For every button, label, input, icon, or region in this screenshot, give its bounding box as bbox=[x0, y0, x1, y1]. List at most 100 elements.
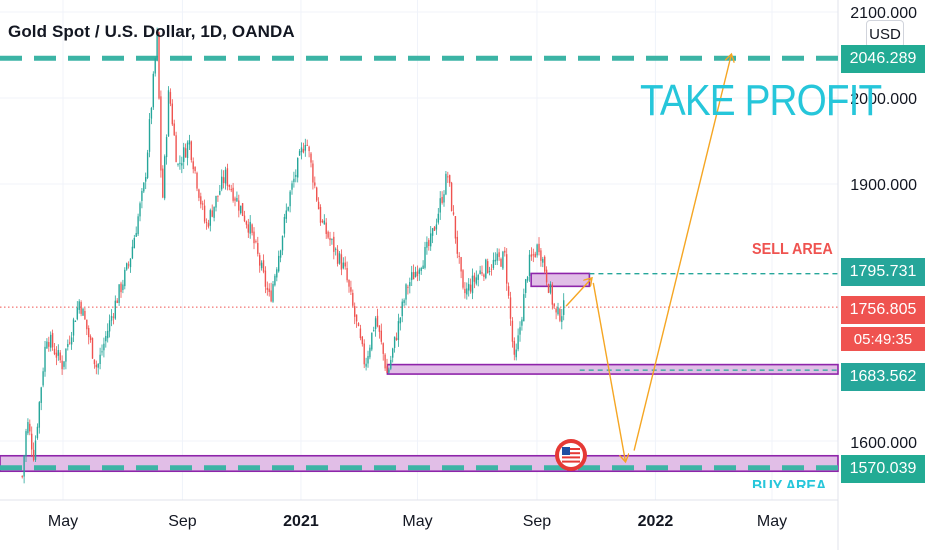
candle-body-158 bbox=[321, 220, 324, 223]
candle-body-116 bbox=[241, 203, 244, 216]
candle-body-115 bbox=[240, 205, 242, 214]
candle-body-162 bbox=[329, 238, 331, 241]
candle-body-15 bbox=[50, 334, 52, 348]
us-event-icon-stripe-3 bbox=[562, 460, 580, 463]
candle-body-215 bbox=[430, 233, 432, 247]
candle-body-172 bbox=[348, 280, 350, 287]
candle-body-159 bbox=[323, 220, 326, 225]
candle-body-75 bbox=[164, 156, 166, 199]
candle-body-148 bbox=[302, 148, 305, 153]
candle-body-60 bbox=[135, 233, 137, 237]
buy-area-label: BUY AREA bbox=[752, 478, 827, 488]
y-tick-label-1: 2000.000 bbox=[850, 91, 917, 108]
candle-body-13 bbox=[46, 341, 48, 349]
candle-body-21 bbox=[61, 360, 63, 370]
candle-body-239 bbox=[475, 277, 478, 284]
candle-body-88 bbox=[188, 140, 191, 145]
price-tag-buy: 1570.039 bbox=[841, 455, 925, 483]
candle-body-196 bbox=[393, 336, 396, 348]
candle-body-2 bbox=[25, 431, 27, 456]
candle-body-260 bbox=[515, 349, 517, 358]
candle-body-78 bbox=[169, 92, 172, 104]
candle-body-83 bbox=[179, 162, 181, 164]
candle-body-211 bbox=[422, 265, 424, 269]
candle-body-272 bbox=[538, 243, 540, 253]
candle-body-58 bbox=[131, 246, 134, 259]
us-event-icon-stripe-2 bbox=[562, 456, 580, 459]
candle-body-187 bbox=[376, 315, 379, 327]
us-event-icon-stripe-1 bbox=[562, 452, 580, 455]
candle-body-64 bbox=[143, 182, 145, 192]
currency-button[interactable]: USD bbox=[866, 20, 904, 48]
candle-body-134 bbox=[276, 269, 278, 278]
candle-body-57 bbox=[129, 258, 132, 268]
candle-body-248 bbox=[492, 259, 495, 268]
candle-body-229 bbox=[456, 236, 459, 254]
candle-body-210 bbox=[420, 268, 422, 271]
countdown-tag: 05:49:35 bbox=[841, 327, 925, 351]
sell-area-label: SELL AREA bbox=[752, 241, 833, 258]
candle-body-1 bbox=[23, 455, 25, 477]
candle-body-190 bbox=[382, 343, 384, 354]
candle-body-237 bbox=[471, 275, 474, 294]
candle-body-214 bbox=[428, 240, 430, 247]
candle-body-153 bbox=[312, 163, 314, 183]
candle-body-77 bbox=[167, 90, 170, 137]
candle-body-273 bbox=[540, 250, 542, 261]
candle-body-19 bbox=[57, 350, 60, 356]
candle-body-73 bbox=[160, 96, 162, 171]
candle-body-200 bbox=[401, 301, 403, 317]
candle-body-25 bbox=[69, 342, 71, 344]
candle-body-185 bbox=[373, 330, 375, 332]
candle-body-206 bbox=[412, 272, 415, 280]
candle-body-135 bbox=[278, 255, 280, 272]
candle-body-54 bbox=[124, 269, 126, 287]
candle-body-51 bbox=[118, 284, 120, 303]
candle-body-228 bbox=[454, 216, 457, 239]
candle-body-167 bbox=[338, 253, 341, 264]
candle-body-264 bbox=[523, 294, 525, 322]
candle-body-142 bbox=[291, 183, 293, 190]
candle-body-97 bbox=[205, 221, 208, 224]
candle-body-107 bbox=[224, 169, 227, 184]
candle-body-176 bbox=[355, 314, 358, 322]
candle-body-191 bbox=[384, 354, 386, 369]
candle-body-28 bbox=[74, 320, 77, 322]
candle-body-0 bbox=[21, 476, 23, 478]
candle-body-195 bbox=[392, 348, 394, 358]
candle-body-37 bbox=[91, 338, 94, 359]
candle-body-240 bbox=[477, 275, 479, 280]
candle-body-251 bbox=[498, 252, 500, 257]
candle-body-234 bbox=[466, 288, 468, 295]
candle-body-278 bbox=[549, 284, 552, 293]
candle-body-247 bbox=[490, 268, 493, 270]
candle-body-8 bbox=[36, 426, 39, 439]
candle-body-203 bbox=[407, 286, 409, 288]
candle-body-208 bbox=[416, 271, 419, 277]
candle-body-269 bbox=[532, 254, 535, 256]
candle-body-106 bbox=[222, 177, 225, 184]
candle-body-47 bbox=[110, 315, 113, 321]
candle-body-32 bbox=[82, 308, 84, 316]
candle-body-46 bbox=[108, 320, 111, 332]
candle-body-277 bbox=[547, 283, 550, 293]
chart-title: Gold Spot / U.S. Dollar, 1D, OANDA bbox=[8, 22, 295, 41]
candle-body-12 bbox=[44, 346, 46, 372]
candle-body-252 bbox=[500, 258, 502, 267]
candle-body-129 bbox=[266, 287, 269, 290]
x-tick-label-6: May bbox=[757, 513, 787, 530]
candle-body-184 bbox=[371, 332, 373, 350]
candle-body-175 bbox=[354, 306, 356, 317]
candle-body-246 bbox=[488, 270, 491, 272]
candle-body-267 bbox=[528, 254, 531, 277]
candle-body-69 bbox=[152, 73, 155, 108]
price-tag-support: 1683.562 bbox=[841, 363, 925, 391]
candle-body-103 bbox=[217, 195, 219, 197]
candle-body-16 bbox=[51, 333, 54, 348]
candle-body-253 bbox=[502, 251, 504, 269]
candle-body-82 bbox=[177, 163, 179, 165]
candle-body-244 bbox=[485, 259, 487, 279]
candle-body-81 bbox=[175, 135, 177, 163]
candle-body-139 bbox=[285, 210, 288, 219]
candle-body-133 bbox=[274, 275, 276, 286]
